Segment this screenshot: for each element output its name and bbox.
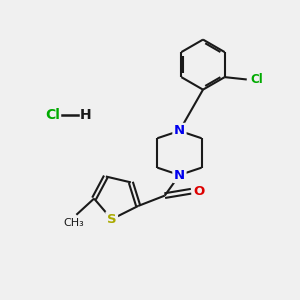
Text: O: O	[193, 185, 204, 198]
Text: S: S	[107, 213, 116, 226]
Text: Cl: Cl	[251, 73, 263, 86]
Text: CH₃: CH₃	[63, 218, 84, 228]
Text: N: N	[174, 169, 185, 182]
Text: N: N	[174, 124, 185, 137]
Text: H: H	[80, 108, 91, 122]
Text: Cl: Cl	[45, 108, 60, 122]
